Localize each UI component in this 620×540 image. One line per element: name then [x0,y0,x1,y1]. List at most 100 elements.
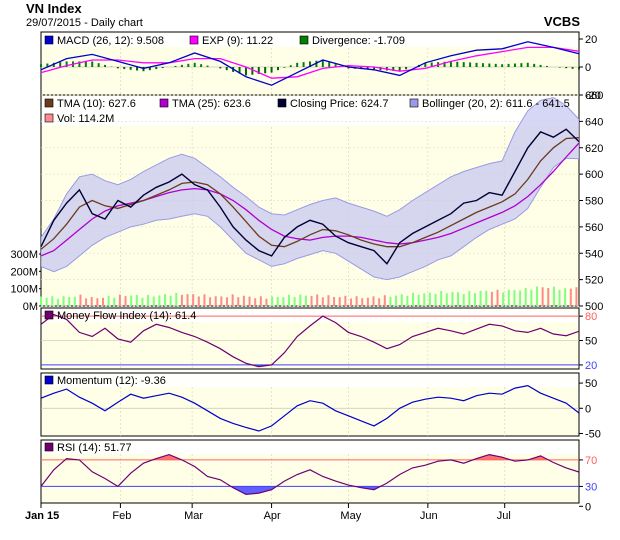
y-tick-label: 80 [585,311,597,323]
volume-bar [265,298,268,306]
volume-bar [180,294,183,306]
volume-bar [40,296,42,306]
momentum-panel: Momentum (12): -9.36 50 0 -50 [40,372,601,440]
legend-entry: Bollinger (20, 2): 611.6 - 641.5 [422,98,570,110]
volume-bar [118,294,121,306]
y-tick-label: 660 [585,90,603,102]
volume-bar [62,296,65,306]
volume-bar [406,295,409,306]
volume-bar [45,297,48,306]
volume-bar [372,296,375,306]
volume-bar [186,294,189,306]
volume-bar [79,294,82,306]
y-tick-label: 20 [585,34,597,46]
legend-band [42,96,578,126]
volume-bar [468,291,471,306]
price-panel: 300M 200M 100M 0M TMA (10): 627.6 TMA (25): 6… [10,90,603,313]
volume-bar [287,294,290,306]
exp-line [40,46,580,79]
legend-entry: Closing Price: 624.7 [290,98,388,110]
legend-entry: Divergence: -1.709 [312,35,405,47]
volume-bar [141,297,144,306]
rsi-panel: RSI (14): 51.77 70 30 0 [40,439,597,513]
x-tick-label: Mar [184,510,203,522]
volume-bar [490,291,493,306]
volume-bar [152,296,155,306]
y-tick-label: 70 [585,455,597,467]
x-tick-label: Jul [497,510,511,522]
volume-bar [473,293,476,306]
y-tick-label: 580 [585,196,603,208]
volume-bar [552,286,555,306]
volume-bar [333,296,336,306]
y-tick-label: -50 [585,428,601,440]
volume-bar [113,297,116,306]
volume-bar [68,296,71,306]
legend-band [42,374,578,387]
x-axis: Jan 15 Feb Mar Apr May Jun Jul [25,503,511,522]
volume-bar [541,287,544,306]
volume-bar [175,292,178,306]
volume-bar [451,291,454,306]
volume-bar [209,297,212,306]
volume-bar [321,297,324,306]
volume-bar [361,298,364,306]
volume-bar [524,287,527,306]
volume-bar [519,290,522,306]
volume-bar [203,294,206,306]
legend-entry: Money Flow Index (14): 61.4 [57,310,196,322]
y-tick-label: 30 [585,481,597,493]
volume-bar [502,292,505,306]
tma10-line [41,137,579,250]
volume-bar [496,289,499,306]
volume-bar [457,292,460,306]
y-tick-label: 560 [585,222,603,234]
chart-title: VN Index [26,1,82,16]
volume-bar [411,292,414,306]
volume-bar [513,290,516,306]
legend-swatch [44,113,54,123]
volume-bar [242,295,245,306]
legend-entry: Vol: 114.2M [57,113,114,125]
tma25-line [41,142,579,257]
volume-bar [85,298,88,306]
volume-bar [378,298,381,306]
volume-bar [344,295,347,306]
volume-bar [338,297,341,306]
volume-bar [564,288,567,306]
y-tick-label: -20 [585,90,601,102]
y-tick-label: 0 [585,403,591,415]
y-tick-label: 0 [585,501,591,513]
volume-bar [355,296,358,306]
volume-bar [400,294,403,306]
volume-bar [479,290,482,306]
volume-bar [124,296,127,306]
x-tick-label: Jan 15 [25,510,59,522]
y-tick-label: 500 [585,301,603,313]
legend-swatch [159,98,169,108]
legend-band [42,33,578,47]
y-tick-label: 520 [585,275,603,287]
bollinger-band [41,97,579,280]
legend-swatch [44,98,54,108]
y-tick-label: 0 [585,62,591,74]
bollinger-upper [41,97,579,238]
volume-bar [96,298,99,306]
volume-bar [158,295,161,306]
volume-bar [220,296,223,306]
y-tick-label: 50 [585,378,597,390]
volume-bar [282,297,285,306]
legend-entry: MACD (26, 12): 9.508 [57,35,164,47]
legend-swatch [299,35,309,45]
brand-label: VCBS [544,14,580,29]
volume-bar [349,298,352,306]
volume-bar [304,295,307,306]
volume-bar [248,296,251,306]
volume-bar [147,294,150,306]
volume-bar [395,295,398,306]
legend-entry: TMA (10): 627.6 [57,98,136,110]
volume-bar [383,295,386,306]
volume-bar [327,295,330,306]
